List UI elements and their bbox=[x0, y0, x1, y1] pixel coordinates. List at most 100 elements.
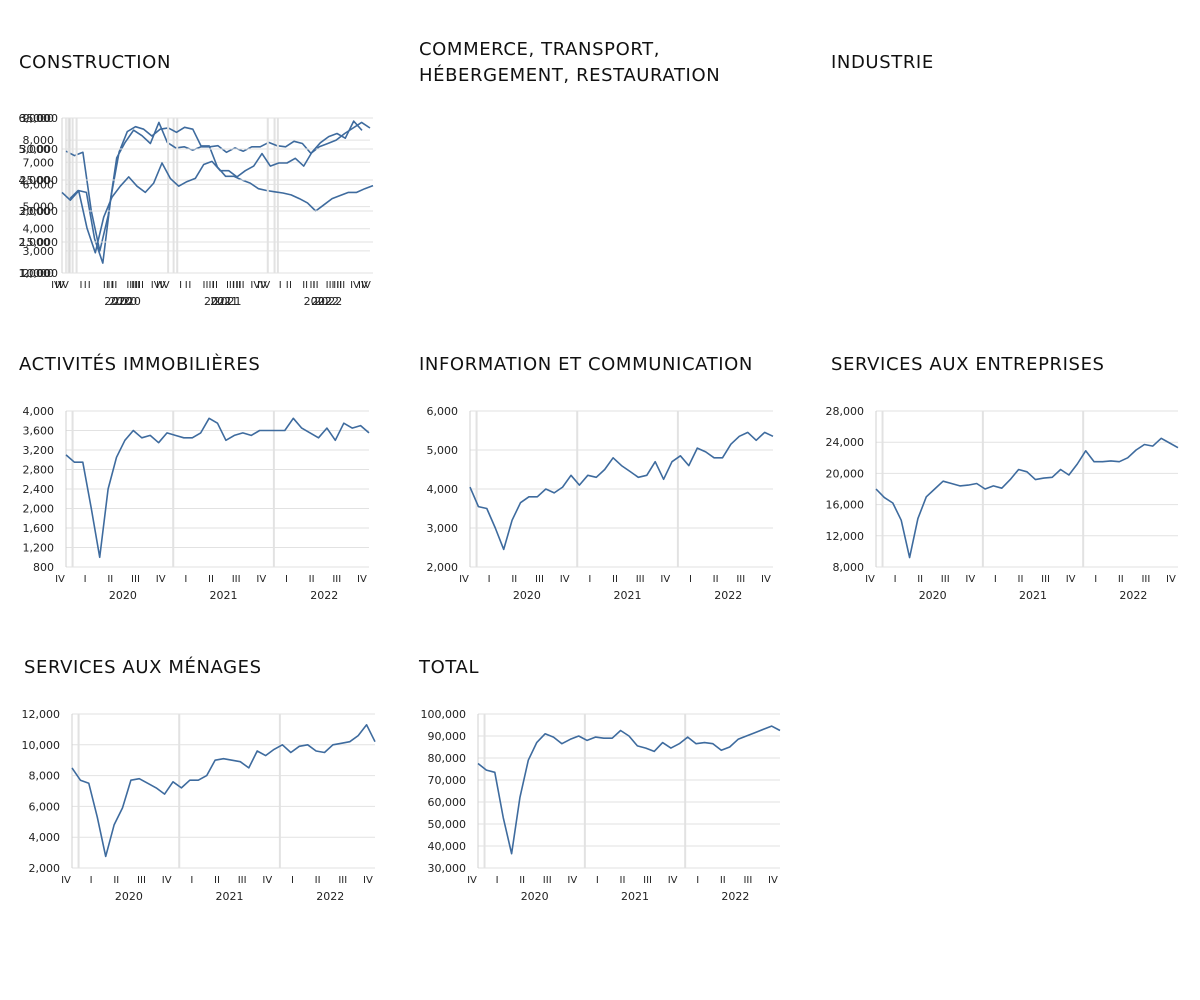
x-tick-label: I bbox=[279, 280, 282, 291]
y-tick-label: 6,000 bbox=[427, 405, 459, 418]
x-tick-label: IV bbox=[156, 574, 166, 585]
chart-panel-services-menages: SERVICES AUX MÉNAGES 2,000 4,000 6,000 8,00… bbox=[22, 655, 414, 955]
x-tick-label: IV bbox=[160, 280, 170, 291]
y-tick-label: 50,000 bbox=[428, 818, 467, 831]
x-tick-label: III bbox=[543, 875, 552, 886]
y-tick-label: 2,000 bbox=[23, 267, 55, 280]
x-tick-label: III bbox=[131, 280, 140, 291]
y-tick-label: 16,000 bbox=[826, 499, 865, 512]
x-tick-label: IV bbox=[61, 875, 71, 886]
x-tick-label: III bbox=[333, 280, 342, 291]
x-tick-label: IV bbox=[1166, 574, 1176, 585]
x-tick-label: II bbox=[1118, 574, 1124, 585]
x-tick-label: III bbox=[238, 875, 247, 886]
x-tick-label: IV bbox=[262, 875, 272, 886]
x-tick-label: I bbox=[285, 574, 288, 585]
y-tick-label: 9,000 bbox=[23, 112, 55, 125]
x-tick-label: IV bbox=[260, 280, 270, 291]
y-tick-label: 20,000 bbox=[826, 467, 865, 480]
chart-title: SERVICES AUX MÉNAGES bbox=[24, 655, 414, 681]
series-line bbox=[65, 121, 371, 252]
y-tick-label: 8,000 bbox=[23, 134, 55, 147]
x-year-label: 2021 bbox=[1019, 589, 1047, 602]
x-tick-label: II bbox=[1018, 574, 1024, 585]
series-line bbox=[477, 725, 781, 855]
y-tick-label: 3,000 bbox=[427, 522, 459, 535]
y-tick-label: 10,000 bbox=[22, 739, 61, 752]
x-year-label: 2020 bbox=[109, 589, 137, 602]
x-tick-label: IV bbox=[363, 875, 373, 886]
x-tick-label: IV bbox=[257, 280, 267, 291]
line-chart: 2,000 3,000 4,000 5,000 6,000 7,000 8,000 9,000… bbox=[23, 112, 371, 308]
x-tick-label: I bbox=[291, 875, 294, 886]
y-tick-label: 2,400 bbox=[23, 483, 55, 496]
y-tick-label: 24,000 bbox=[826, 436, 865, 449]
x-tick-label: IV bbox=[560, 574, 570, 585]
x-tick-label: I bbox=[894, 574, 897, 585]
x-tick-label: III bbox=[336, 280, 345, 291]
x-tick-label: II bbox=[315, 875, 321, 886]
x-tick-label: III bbox=[326, 280, 335, 291]
y-tick-label: 3,000 bbox=[19, 205, 51, 218]
x-tick-label: IV bbox=[358, 280, 368, 291]
x-tick-label: I bbox=[286, 280, 289, 291]
x-tick-label: IV bbox=[459, 574, 469, 585]
chart-panel-services-entreprises: SERVICES AUX ENTREPRISES 8,000 12,000 16,0… bbox=[826, 352, 1200, 652]
x-tick-label: IV bbox=[668, 875, 678, 886]
x-tick-label: III bbox=[332, 574, 341, 585]
x-tick-label: II bbox=[713, 574, 719, 585]
y-tick-label: 5,000 bbox=[23, 201, 55, 214]
x-tick-label: I bbox=[185, 280, 188, 291]
x-tick-label: II bbox=[107, 574, 113, 585]
x-tick-label: III bbox=[636, 574, 645, 585]
x-tick-label: II bbox=[203, 280, 209, 291]
x-year-label: 2020 bbox=[109, 295, 137, 308]
x-tick-label: III bbox=[137, 875, 146, 886]
x-tick-label: IV bbox=[51, 280, 61, 291]
x-tick-label: IV bbox=[357, 574, 367, 585]
x-year-label: 2020 bbox=[513, 589, 541, 602]
x-tick-label: IV bbox=[761, 574, 771, 585]
chart-title-line: INDUSTRIE bbox=[831, 52, 934, 73]
y-tick-label: 5,000 bbox=[427, 444, 459, 457]
x-tick-label: III bbox=[226, 280, 235, 291]
x-year-label: 2022 bbox=[316, 890, 344, 903]
x-tick-label: IV bbox=[567, 875, 577, 886]
x-tick-label: IV bbox=[256, 574, 266, 585]
x-tick-label: III bbox=[941, 574, 950, 585]
x-tick-label: IV bbox=[660, 574, 670, 585]
x-year-label: 2020 bbox=[115, 890, 143, 903]
chart-title: INFORMATION ET COMMUNICATION bbox=[419, 352, 809, 378]
x-tick-label: II bbox=[209, 280, 215, 291]
x-tick-label: II bbox=[103, 280, 109, 291]
x-tick-label: II bbox=[111, 280, 117, 291]
x-tick-label: II bbox=[214, 875, 220, 886]
y-tick-label: 4,000 bbox=[427, 483, 459, 496]
x-tick-label: I bbox=[689, 574, 692, 585]
y-tick-label: 8,000 bbox=[29, 770, 61, 783]
x-year-label: 2020 bbox=[104, 295, 132, 308]
y-tick-label: 12,000 bbox=[22, 708, 61, 721]
x-year-label: 2022 bbox=[1119, 589, 1147, 602]
x-tick-label: II bbox=[519, 875, 525, 886]
x-tick-label: I bbox=[79, 280, 82, 291]
chart-title-line: INFORMATION ET COMMUNICATION bbox=[419, 354, 753, 375]
chart-panel-total: TOTAL 30,000 40,000 50,000 60,000 70,000 80,0… bbox=[419, 655, 809, 955]
x-tick-label: II bbox=[309, 280, 315, 291]
x-tick-label: III bbox=[1041, 574, 1050, 585]
y-tick-label: 6,000 bbox=[29, 800, 61, 813]
x-tick-label: IV bbox=[156, 280, 166, 291]
x-tick-label: III bbox=[643, 875, 652, 886]
chart-title: ACTIVITÉS IMMOBILIÈRES bbox=[19, 352, 409, 378]
series-line bbox=[65, 417, 370, 559]
x-year-label: 2022 bbox=[314, 295, 342, 308]
chart-title-line: COMMERCE, TRANSPORT, bbox=[419, 39, 661, 60]
x-tick-label: II bbox=[302, 280, 308, 291]
y-tick-label: 4,000 bbox=[23, 223, 55, 236]
x-tick-label: I bbox=[84, 280, 87, 291]
y-tick-label: 10,000 bbox=[20, 267, 59, 280]
x-tick-label: II bbox=[612, 574, 618, 585]
x-tick-label: IV bbox=[151, 280, 161, 291]
x-year-label: 2021 bbox=[204, 295, 232, 308]
x-tick-label: II bbox=[113, 875, 119, 886]
